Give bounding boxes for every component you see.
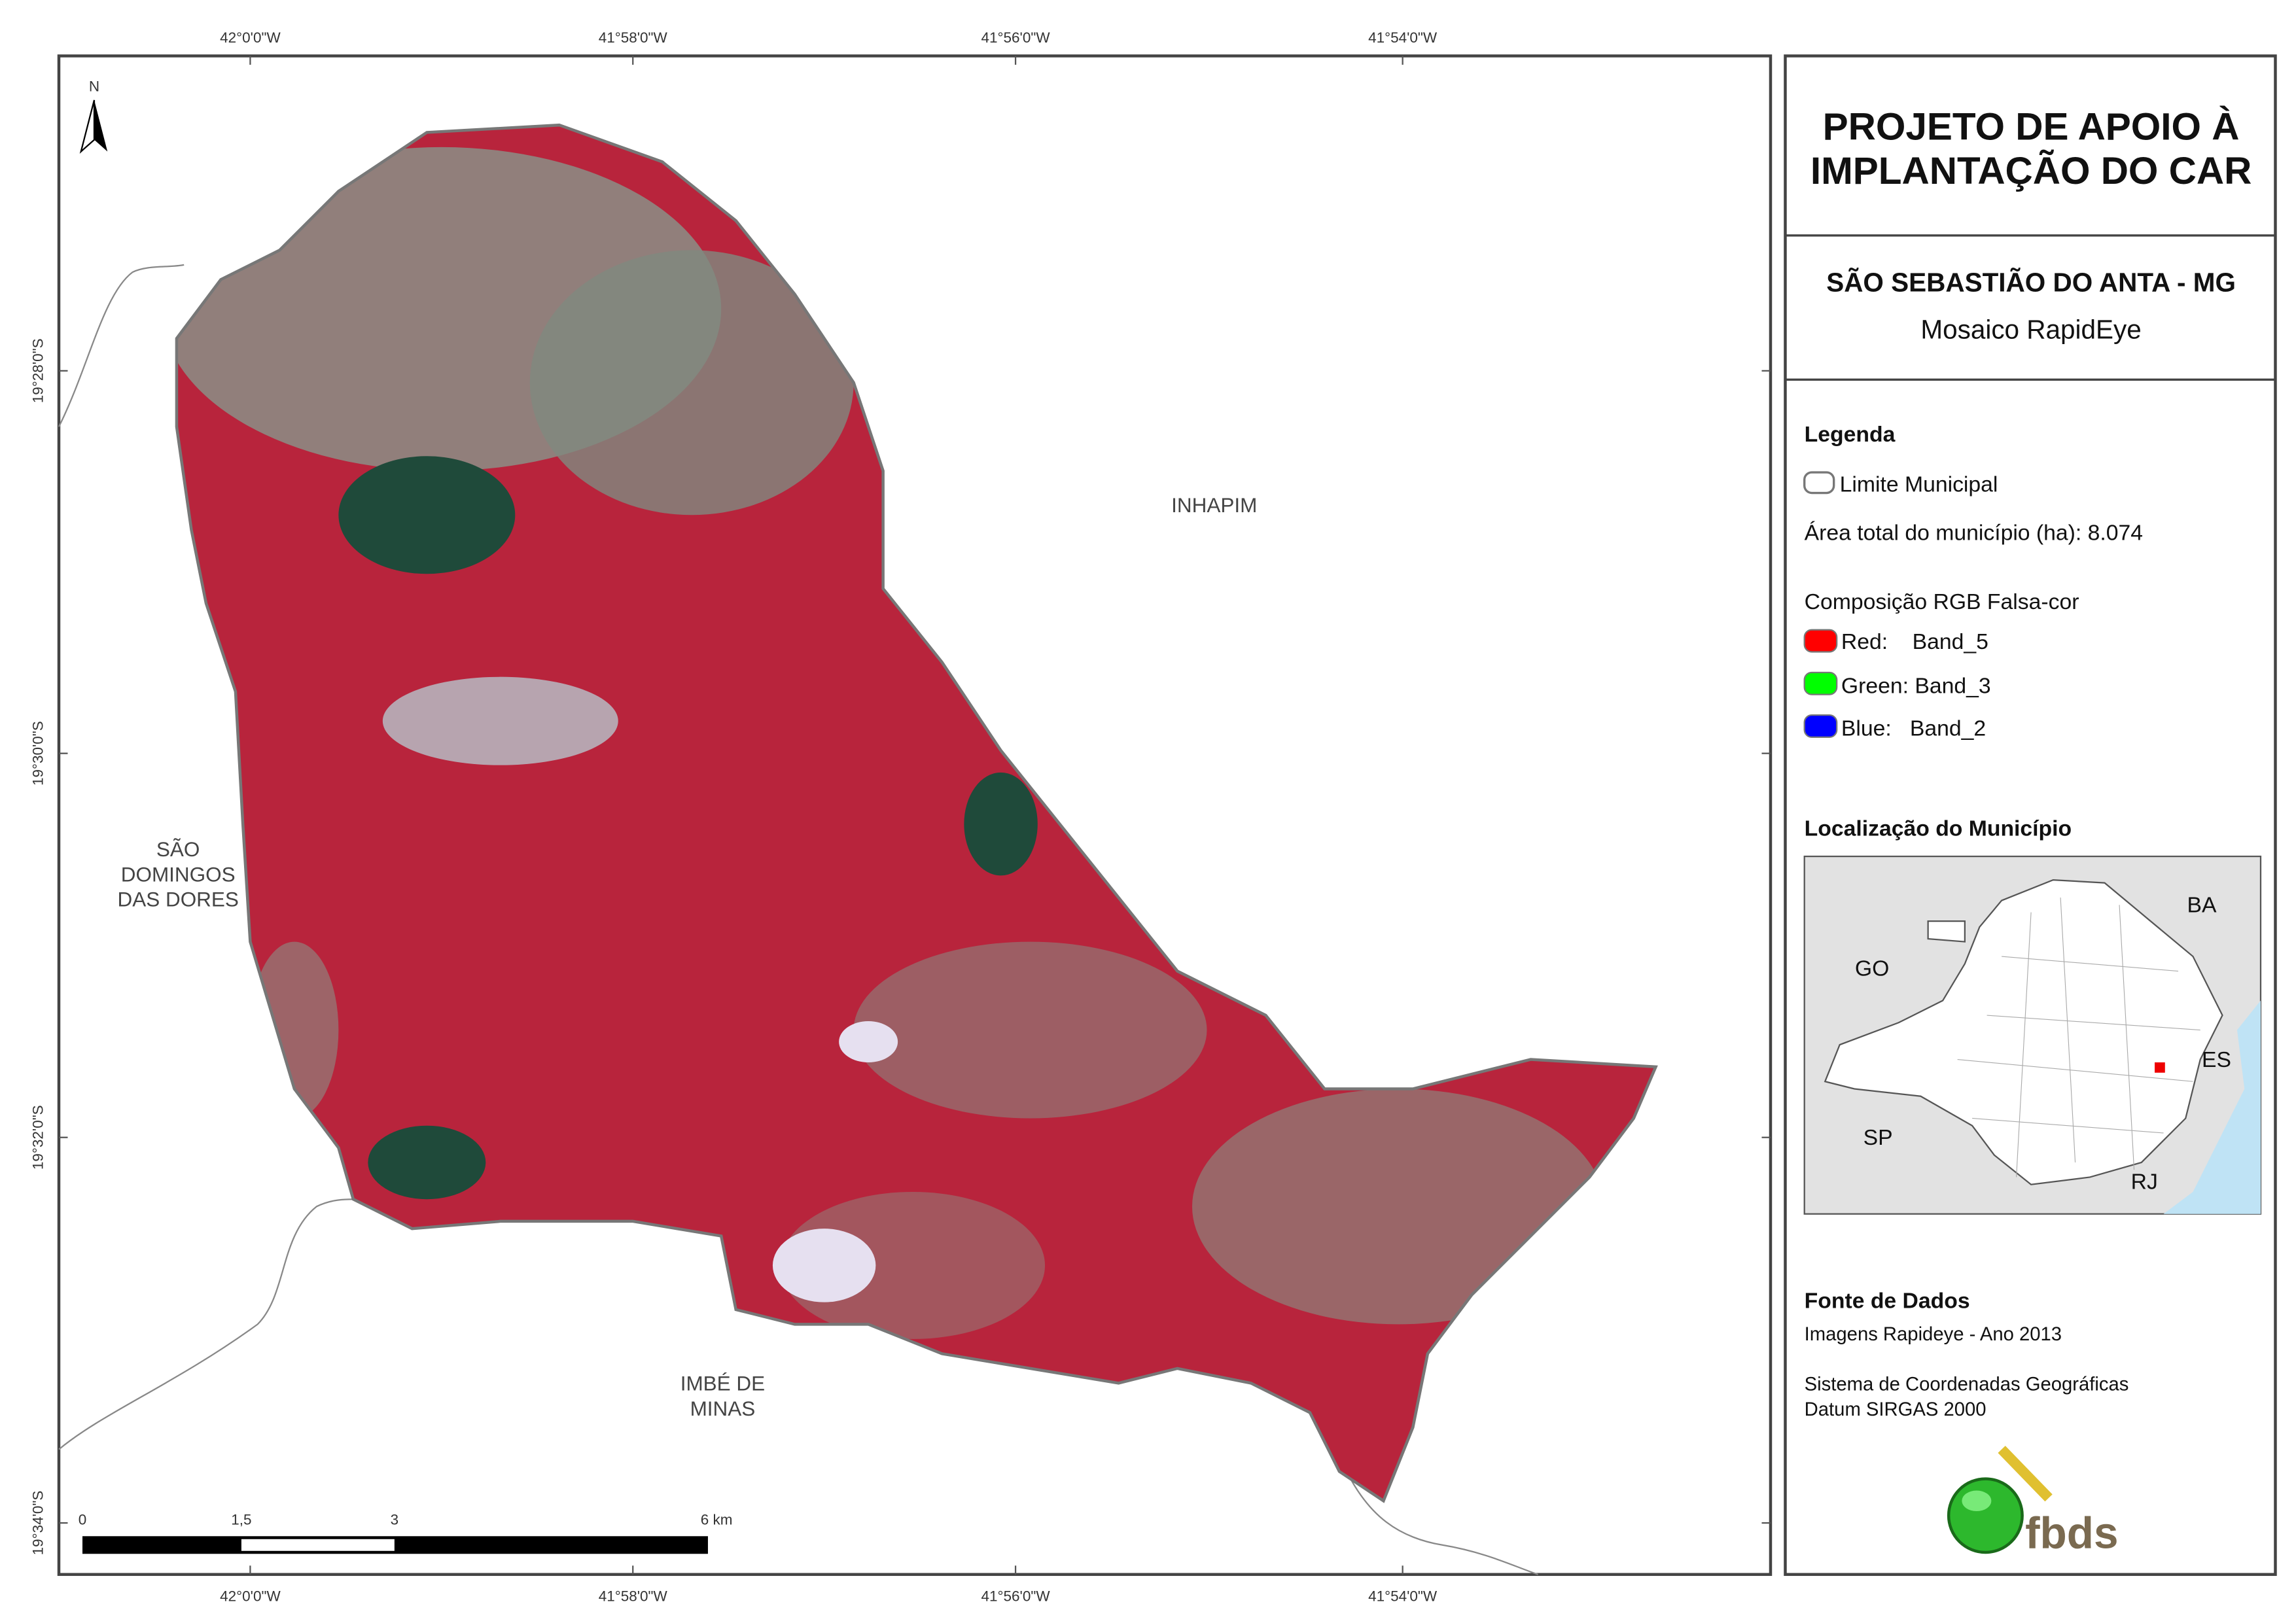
neighbor-label: SÃO xyxy=(156,837,200,861)
neighbor-label: INHAPIM xyxy=(1171,493,1257,517)
legend-swatch xyxy=(1803,671,1838,695)
state-label: GO xyxy=(1855,956,1889,981)
subtitle: Mosaico RapidEye xyxy=(1920,314,2141,344)
coord-label: 41°56'0"W xyxy=(981,29,1051,46)
coord-label: 41°54'0"W xyxy=(1368,1588,1438,1604)
state-label: SP xyxy=(1863,1125,1893,1150)
scale-bar xyxy=(82,1536,708,1554)
location-marker xyxy=(2155,1062,2165,1073)
neighbor-label: IMBÉ DE xyxy=(680,1372,765,1395)
frame-ticks xyxy=(59,56,1771,1575)
coord-label: 19°34'0"S xyxy=(29,1491,46,1556)
location-inset xyxy=(1803,855,2262,1215)
municipality: SÃO SEBASTIÃO DO ANTA - MG xyxy=(1826,267,2236,297)
coord-label: 19°32'0"S xyxy=(29,1105,46,1170)
sources-text: Imagens Rapideye - Ano 2013 xyxy=(1805,1324,2062,1345)
legend-label: Limite Municipal xyxy=(1840,472,1998,497)
state-label: RJ xyxy=(2131,1169,2158,1194)
scale-label: 3 xyxy=(391,1511,399,1527)
logo-text: fbds xyxy=(2025,1509,2118,1558)
scale-label: 6 km xyxy=(701,1511,733,1527)
scale-label: 0 xyxy=(79,1511,87,1527)
neighbor-label: MINAS xyxy=(690,1397,756,1420)
title: PROJETO DE APOIO À xyxy=(1823,105,2240,148)
legend-label: Red: Band_5 xyxy=(1841,629,1988,654)
sources-text: Sistema de Coordenadas Geográficas xyxy=(1805,1374,2129,1395)
coord-label: 42°0'0"W xyxy=(220,29,281,46)
scale-label: 1,5 xyxy=(231,1511,251,1527)
north-arrow xyxy=(94,99,108,152)
state-label: ES xyxy=(2202,1047,2231,1072)
state-label: BA xyxy=(2187,893,2217,918)
legend-label: Blue: Band_2 xyxy=(1841,716,1986,741)
neighbor-boundaries xyxy=(58,264,1538,1575)
coord-label: 41°58'0"W xyxy=(599,1588,668,1604)
legend-text: Composição RGB Falsa-cor xyxy=(1805,589,2079,614)
legend-heading: Legenda xyxy=(1805,422,1896,447)
neighbor-label: DAS DORES xyxy=(117,888,238,911)
logo-circle xyxy=(1947,1477,2024,1554)
legend-swatch xyxy=(1803,629,1838,653)
legend-swatch xyxy=(1803,471,1835,495)
coord-label: 41°56'0"W xyxy=(981,1588,1051,1604)
location-heading: Localização do Município xyxy=(1805,816,2072,841)
logo-highlight xyxy=(1962,1490,1992,1512)
side-panel xyxy=(1784,54,2277,1577)
coord-label: 41°54'0"W xyxy=(1368,29,1438,46)
logo-bar xyxy=(1998,1446,2053,1502)
title: IMPLANTAÇÃO DO CAR xyxy=(1810,149,2252,192)
coord-label: 42°0'0"W xyxy=(220,1588,281,1604)
neighbor-label: DOMINGOS xyxy=(121,862,236,886)
coord-label: 41°58'0"W xyxy=(599,29,668,46)
north-arrow xyxy=(79,99,96,154)
north-label: N xyxy=(89,78,99,94)
coord-label: 19°28'0"S xyxy=(29,338,46,403)
coord-label: 19°30'0"S xyxy=(29,721,46,786)
legend-swatch xyxy=(1803,714,1838,739)
legend-label: Green: Band_3 xyxy=(1841,673,1991,698)
sources-heading: Fonte de Dados xyxy=(1805,1289,1970,1314)
sources-text: Datum SIRGAS 2000 xyxy=(1805,1399,1987,1420)
legend-text: Área total do município (ha): 8.074 xyxy=(1805,521,2143,546)
